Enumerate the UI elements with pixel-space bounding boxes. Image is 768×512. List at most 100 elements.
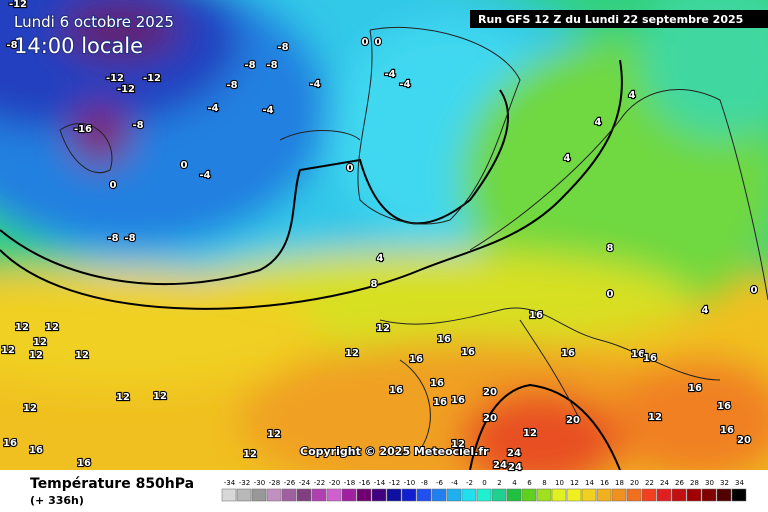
contour-label: 12	[116, 392, 130, 403]
contour-label: 12	[243, 449, 257, 460]
contour-label: -8	[124, 233, 135, 244]
contour-label: 20	[483, 387, 497, 398]
contour-label: 20	[566, 415, 580, 426]
scale-swatch	[266, 488, 282, 502]
scale-swatch	[506, 488, 522, 502]
scale-label: -28	[269, 479, 280, 487]
contour-label: 12	[376, 323, 390, 334]
scale-swatch	[521, 488, 537, 502]
contour-label: 16	[3, 438, 17, 449]
contour-label: 4	[629, 90, 636, 101]
contour-label: 16	[389, 385, 403, 396]
contour-label: 16	[643, 353, 657, 364]
contour-label: 4	[702, 305, 709, 316]
legend-title: Température 850hPa	[30, 476, 194, 492]
contour-label: -12	[117, 84, 135, 95]
scale-swatch	[671, 488, 687, 502]
color-scale: -34 -32 -30 -28 -26 -24 -22 -20 -18 -16 -14 -12 -10-…	[221, 479, 747, 502]
scale-swatch	[461, 488, 477, 502]
scale-label: -30	[254, 479, 265, 487]
contour-label: -4	[384, 69, 395, 80]
scale-label: 18	[615, 479, 624, 487]
scale-swatch	[281, 488, 297, 502]
contour-label: 16	[430, 378, 444, 389]
contour-label: -8	[277, 42, 288, 53]
contour-label: 16	[688, 383, 702, 394]
contour-label: 16	[437, 334, 451, 345]
scale-swatch	[656, 488, 672, 502]
contour-label: -8	[226, 80, 237, 91]
scale-label: 6	[527, 479, 532, 487]
scale-label: 26	[675, 479, 684, 487]
contour-label: -8	[266, 60, 277, 71]
contour-label: 20	[737, 435, 751, 446]
contour-label: 0	[607, 289, 614, 300]
scale-swatch	[341, 488, 357, 502]
scale-label: 30	[705, 479, 714, 487]
scale-label: -18	[344, 479, 355, 487]
run-label: Run GFS 12 Z du Lundi 22 septembre 2025	[478, 13, 743, 26]
contour-label: 24	[507, 448, 521, 459]
copyright: Copyright © 2025 Meteociel.fr	[300, 445, 489, 458]
scale-label: 8	[542, 479, 546, 487]
scale-label: 4	[512, 479, 517, 487]
scale-label: -2	[466, 479, 473, 487]
scale-swatch	[251, 488, 267, 502]
scale-label: 34	[735, 479, 744, 487]
contour-label: -4	[262, 105, 273, 116]
contour-label: 0	[110, 180, 117, 191]
scale-swatch	[611, 488, 627, 502]
scale-swatch	[386, 488, 402, 502]
scale-swatch	[581, 488, 597, 502]
run-banner	[470, 10, 768, 28]
contour-label: -8	[244, 60, 255, 71]
scale-swatch	[311, 488, 327, 502]
scale-label: 24	[660, 479, 669, 487]
scale-swatch	[716, 488, 732, 502]
scale-swatch	[491, 488, 507, 502]
contour-label: 12	[523, 428, 537, 439]
scale-swatch	[686, 488, 702, 502]
scale-swatch	[416, 488, 432, 502]
scale-label: 2	[497, 479, 501, 487]
scale-swatch	[626, 488, 642, 502]
scale-label: -16	[359, 479, 371, 487]
contour-label: 4	[377, 253, 384, 264]
contour-label: -4	[207, 103, 218, 114]
scale-swatch	[431, 488, 447, 502]
scale-label: -6	[436, 479, 444, 487]
scale-swatch	[371, 488, 387, 502]
scale-label: 16	[600, 479, 609, 487]
scale-label: -34	[224, 479, 236, 487]
scale-label: -14	[374, 479, 386, 487]
contour-label: 12	[45, 322, 59, 333]
contour-label: 12	[75, 350, 89, 361]
contour-label: 16	[631, 349, 645, 360]
scale-label: -8	[421, 479, 428, 487]
scale-swatch	[566, 488, 582, 502]
contour-label: 16	[29, 445, 43, 456]
contour-label: 16	[720, 425, 734, 436]
scale-label: -32	[239, 479, 250, 487]
contour-label: -4	[399, 79, 410, 90]
contour-label: 8	[371, 279, 378, 290]
contour-label: 16	[77, 458, 91, 469]
scale-label: -4	[451, 479, 459, 487]
contour-label: 24	[508, 462, 522, 473]
contour-label: 16	[561, 348, 575, 359]
contour-label: -16	[74, 124, 92, 135]
coastlines	[59, 27, 768, 451]
scale-swatch	[476, 488, 492, 502]
contour-label: 4	[595, 117, 602, 128]
contour-label: -8	[6, 40, 17, 51]
scale-label: -10	[404, 479, 415, 487]
contour-label: 16	[409, 354, 423, 365]
contour-label: -12	[143, 73, 161, 84]
contour-label: 0	[751, 285, 758, 296]
time-label: 14:00 locale	[14, 34, 143, 58]
contour-label: 12	[23, 403, 37, 414]
contour-label: -8	[132, 120, 143, 131]
scale-label: 32	[720, 479, 729, 487]
contour-labels: -12-8 -8-8-12 -12-12-8-8 -4-4 -4-8-160-40-8-…	[0, 0, 759, 474]
